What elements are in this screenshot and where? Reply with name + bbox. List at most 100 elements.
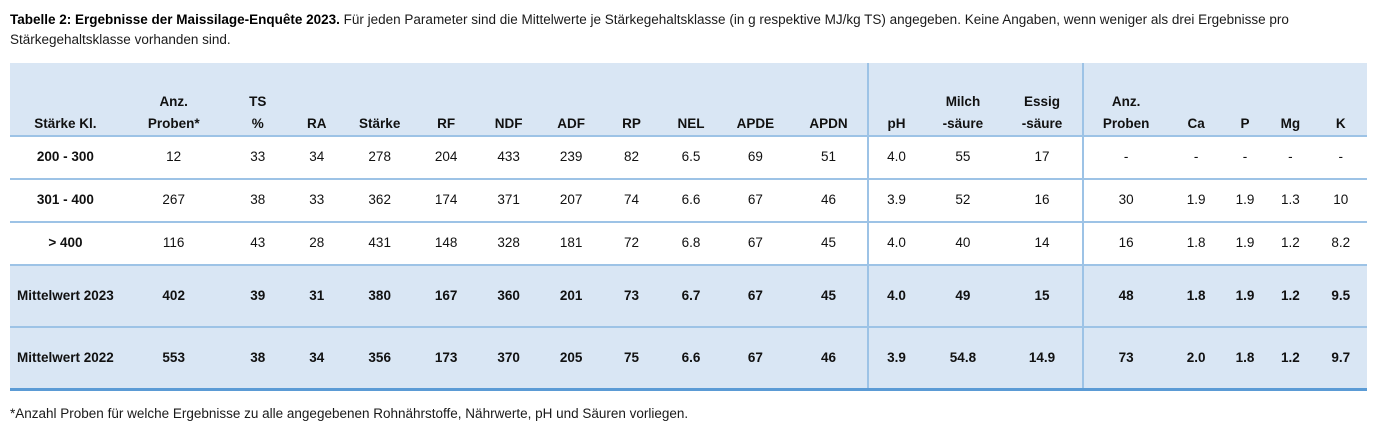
cell: 1.8 — [1168, 263, 1224, 327]
cell: 6.6 — [660, 325, 722, 391]
caption-description: Für jeden Parameter sind die Mittelwerte… — [10, 12, 1289, 48]
cell: 148 — [414, 220, 478, 265]
cell: 10 — [1314, 177, 1367, 222]
header-line: % — [251, 115, 264, 131]
cell: 201 — [539, 263, 603, 327]
cell: 73 — [1081, 325, 1169, 391]
cell: 43 — [226, 220, 290, 265]
col-header-ca: Ca — [1168, 62, 1224, 136]
cell: 67 — [721, 220, 790, 265]
header-line: Anz. — [159, 94, 188, 110]
cell: 28 — [289, 220, 345, 265]
cell: 55 — [923, 134, 1003, 179]
cell: 1.9 — [1168, 177, 1224, 222]
cell: 15 — [1002, 263, 1083, 327]
col-header-k: K — [1314, 62, 1367, 136]
cell: 278 — [344, 134, 415, 179]
footnote: *Anzahl Proben für welche Ergebnisse zu … — [10, 405, 689, 421]
col-header-adf: ADF — [539, 62, 603, 136]
header-line: Proben* — [147, 115, 200, 131]
col-header-nel: NEL — [660, 62, 722, 136]
caption-title: Tabelle 2: Ergebnisse der Maissilage-Enq… — [10, 12, 340, 27]
cell: 72 — [602, 220, 661, 265]
cell: 39 — [226, 263, 290, 327]
header-line: Milch — [945, 94, 981, 110]
cell: 362 — [344, 177, 415, 222]
table-caption: Tabelle 2: Ergebnisse der Maissilage-Enq… — [10, 10, 1362, 51]
cell: - — [1081, 134, 1169, 179]
cell: 9.7 — [1314, 325, 1367, 391]
col-header-apde: APDE — [721, 62, 790, 136]
cell: 52 — [923, 177, 1003, 222]
cell: 267 — [120, 177, 227, 222]
header-line: RF — [437, 115, 456, 131]
header-line: Stärke — [359, 115, 401, 131]
cell: - — [1266, 134, 1315, 179]
header-line: Anz. — [1111, 94, 1141, 110]
cell: 46 — [789, 325, 869, 391]
cell: 371 — [477, 177, 540, 222]
table-row-301-400: 301 - 400 267 38 33 362 174 371 207 74 6… — [10, 177, 1367, 222]
cell: 4.0 — [867, 263, 924, 327]
cell: 12 — [120, 134, 227, 179]
col-header-ph: pH — [867, 62, 924, 136]
header-line: Stärke Kl. — [34, 115, 97, 131]
cell: 8.2 — [1314, 220, 1367, 265]
header-line: RP — [622, 115, 641, 131]
cell: 174 — [414, 177, 478, 222]
cell: 167 — [414, 263, 478, 327]
cell: 73 — [602, 263, 661, 327]
cell: 17 — [1002, 134, 1083, 179]
cell: 14.9 — [1002, 325, 1083, 391]
cell: 6.7 — [660, 263, 722, 327]
col-header-ts: TS% — [226, 62, 290, 136]
cell: 433 — [477, 134, 540, 179]
results-table: Stärke Kl. Anz. Proben* TS% RA Stärke RF … — [10, 62, 1367, 391]
header-line: -säure — [942, 115, 984, 131]
cell: 1.8 — [1223, 325, 1267, 391]
cell: 2.0 — [1168, 325, 1224, 391]
cell: 34 — [289, 325, 345, 391]
cell: 356 — [344, 325, 415, 391]
cell: 82 — [602, 134, 661, 179]
cell: 181 — [539, 220, 603, 265]
cell: 9.5 — [1314, 263, 1367, 327]
header-line: NEL — [677, 115, 705, 131]
cell: 67 — [721, 325, 790, 391]
cell: - — [1223, 134, 1267, 179]
header-line: pH — [887, 115, 906, 131]
cell: 16 — [1002, 177, 1083, 222]
row-label: > 400 — [10, 220, 121, 265]
col-header-apdn: APDN — [789, 62, 869, 136]
cell: 553 — [120, 325, 227, 391]
cell: 1.2 — [1266, 325, 1315, 391]
header-line: RA — [306, 115, 327, 131]
cell: 38 — [226, 325, 290, 391]
header-line: K — [1335, 115, 1346, 131]
cell: 328 — [477, 220, 540, 265]
cell: 33 — [289, 177, 345, 222]
cell: 51 — [789, 134, 869, 179]
cell: 6.6 — [660, 177, 722, 222]
header-row: Stärke Kl. Anz. Proben* TS% RA Stärke RF … — [10, 62, 1367, 136]
cell: 54.8 — [923, 325, 1003, 391]
header-line: Essig — [1024, 94, 1061, 110]
cell: 3.9 — [867, 177, 924, 222]
col-header-staerke-kl: Stärke Kl. — [10, 62, 121, 136]
cell: 3.9 — [867, 325, 924, 391]
row-label: Mittelwert 2022 — [10, 325, 121, 391]
col-header-rp: RP — [602, 62, 661, 136]
table-row-mittelwert-2023: Mittelwert 2023 402 39 31 380 167 360 20… — [10, 263, 1367, 327]
header-line: Mg — [1280, 115, 1301, 131]
cell: 16 — [1081, 220, 1169, 265]
cell: - — [1314, 134, 1367, 179]
cell: 207 — [539, 177, 603, 222]
cell: - — [1168, 134, 1224, 179]
header-line: P — [1240, 115, 1250, 131]
cell: 1.9 — [1223, 220, 1267, 265]
cell: 4.0 — [867, 134, 924, 179]
cell: 431 — [344, 220, 415, 265]
cell: 173 — [414, 325, 478, 391]
table-row-200-300: 200 - 300 12 33 34 278 204 433 239 82 6.… — [10, 134, 1367, 179]
header-line: Proben — [1102, 115, 1150, 131]
